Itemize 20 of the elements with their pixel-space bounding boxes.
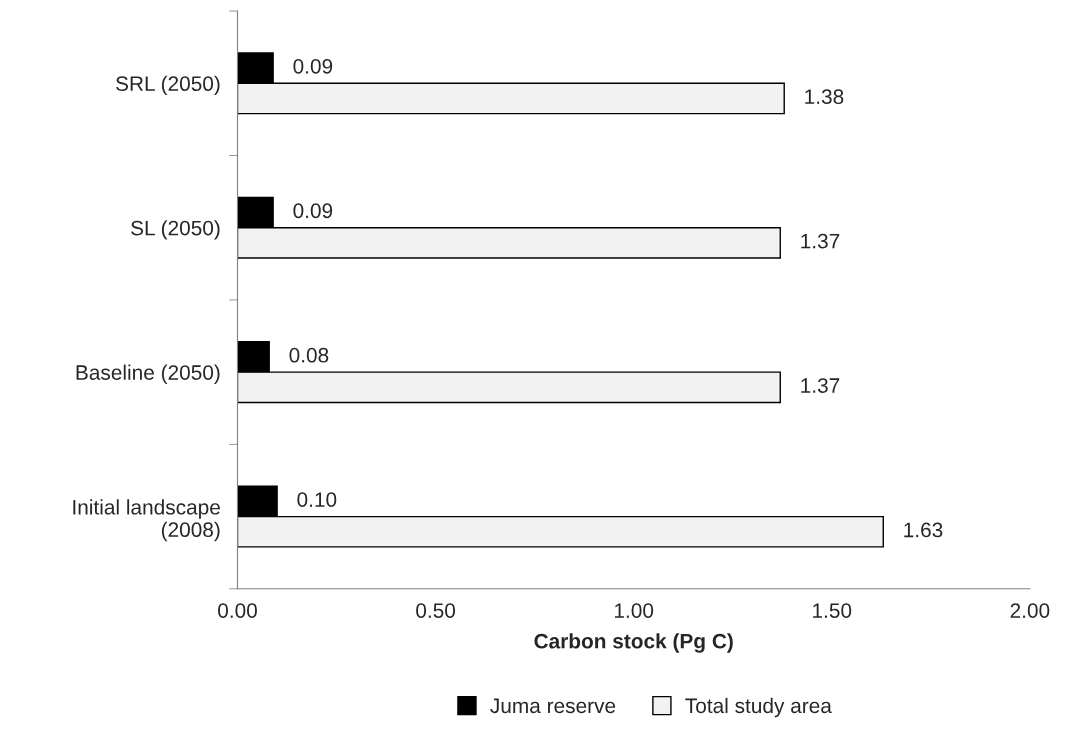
data-label: 1.63 (904, 522, 943, 538)
x-tick-label: 0.50 (416, 603, 456, 618)
data-label: 0.10 (297, 492, 337, 508)
y-tick-label: Initial landscape (2008) (73, 499, 220, 542)
x-tick-label: 2.00 (1010, 603, 1050, 618)
data-label: 1.38 (805, 89, 844, 105)
data-label: 1.37 (801, 378, 840, 393)
data-label: 0.09 (293, 58, 333, 74)
y-tick-label: SRL (2050) (116, 75, 220, 96)
y-tick-label: Baseline (2050) (76, 364, 220, 384)
legend-label: Juma reserve (490, 698, 616, 714)
data-label: 0.08 (289, 347, 329, 363)
x-axis-title: Carbon stock (Pg C) (534, 633, 733, 653)
y-tick-label: SL (2050) (131, 220, 220, 240)
data-label: 1.37 (801, 233, 840, 249)
x-tick-label: 0.00 (218, 603, 257, 618)
legend-label: Total study area (685, 697, 832, 718)
x-tick-label: 1.00 (614, 603, 654, 618)
data-label: 0.09 (293, 203, 333, 219)
x-tick-label: 1.50 (813, 603, 852, 618)
